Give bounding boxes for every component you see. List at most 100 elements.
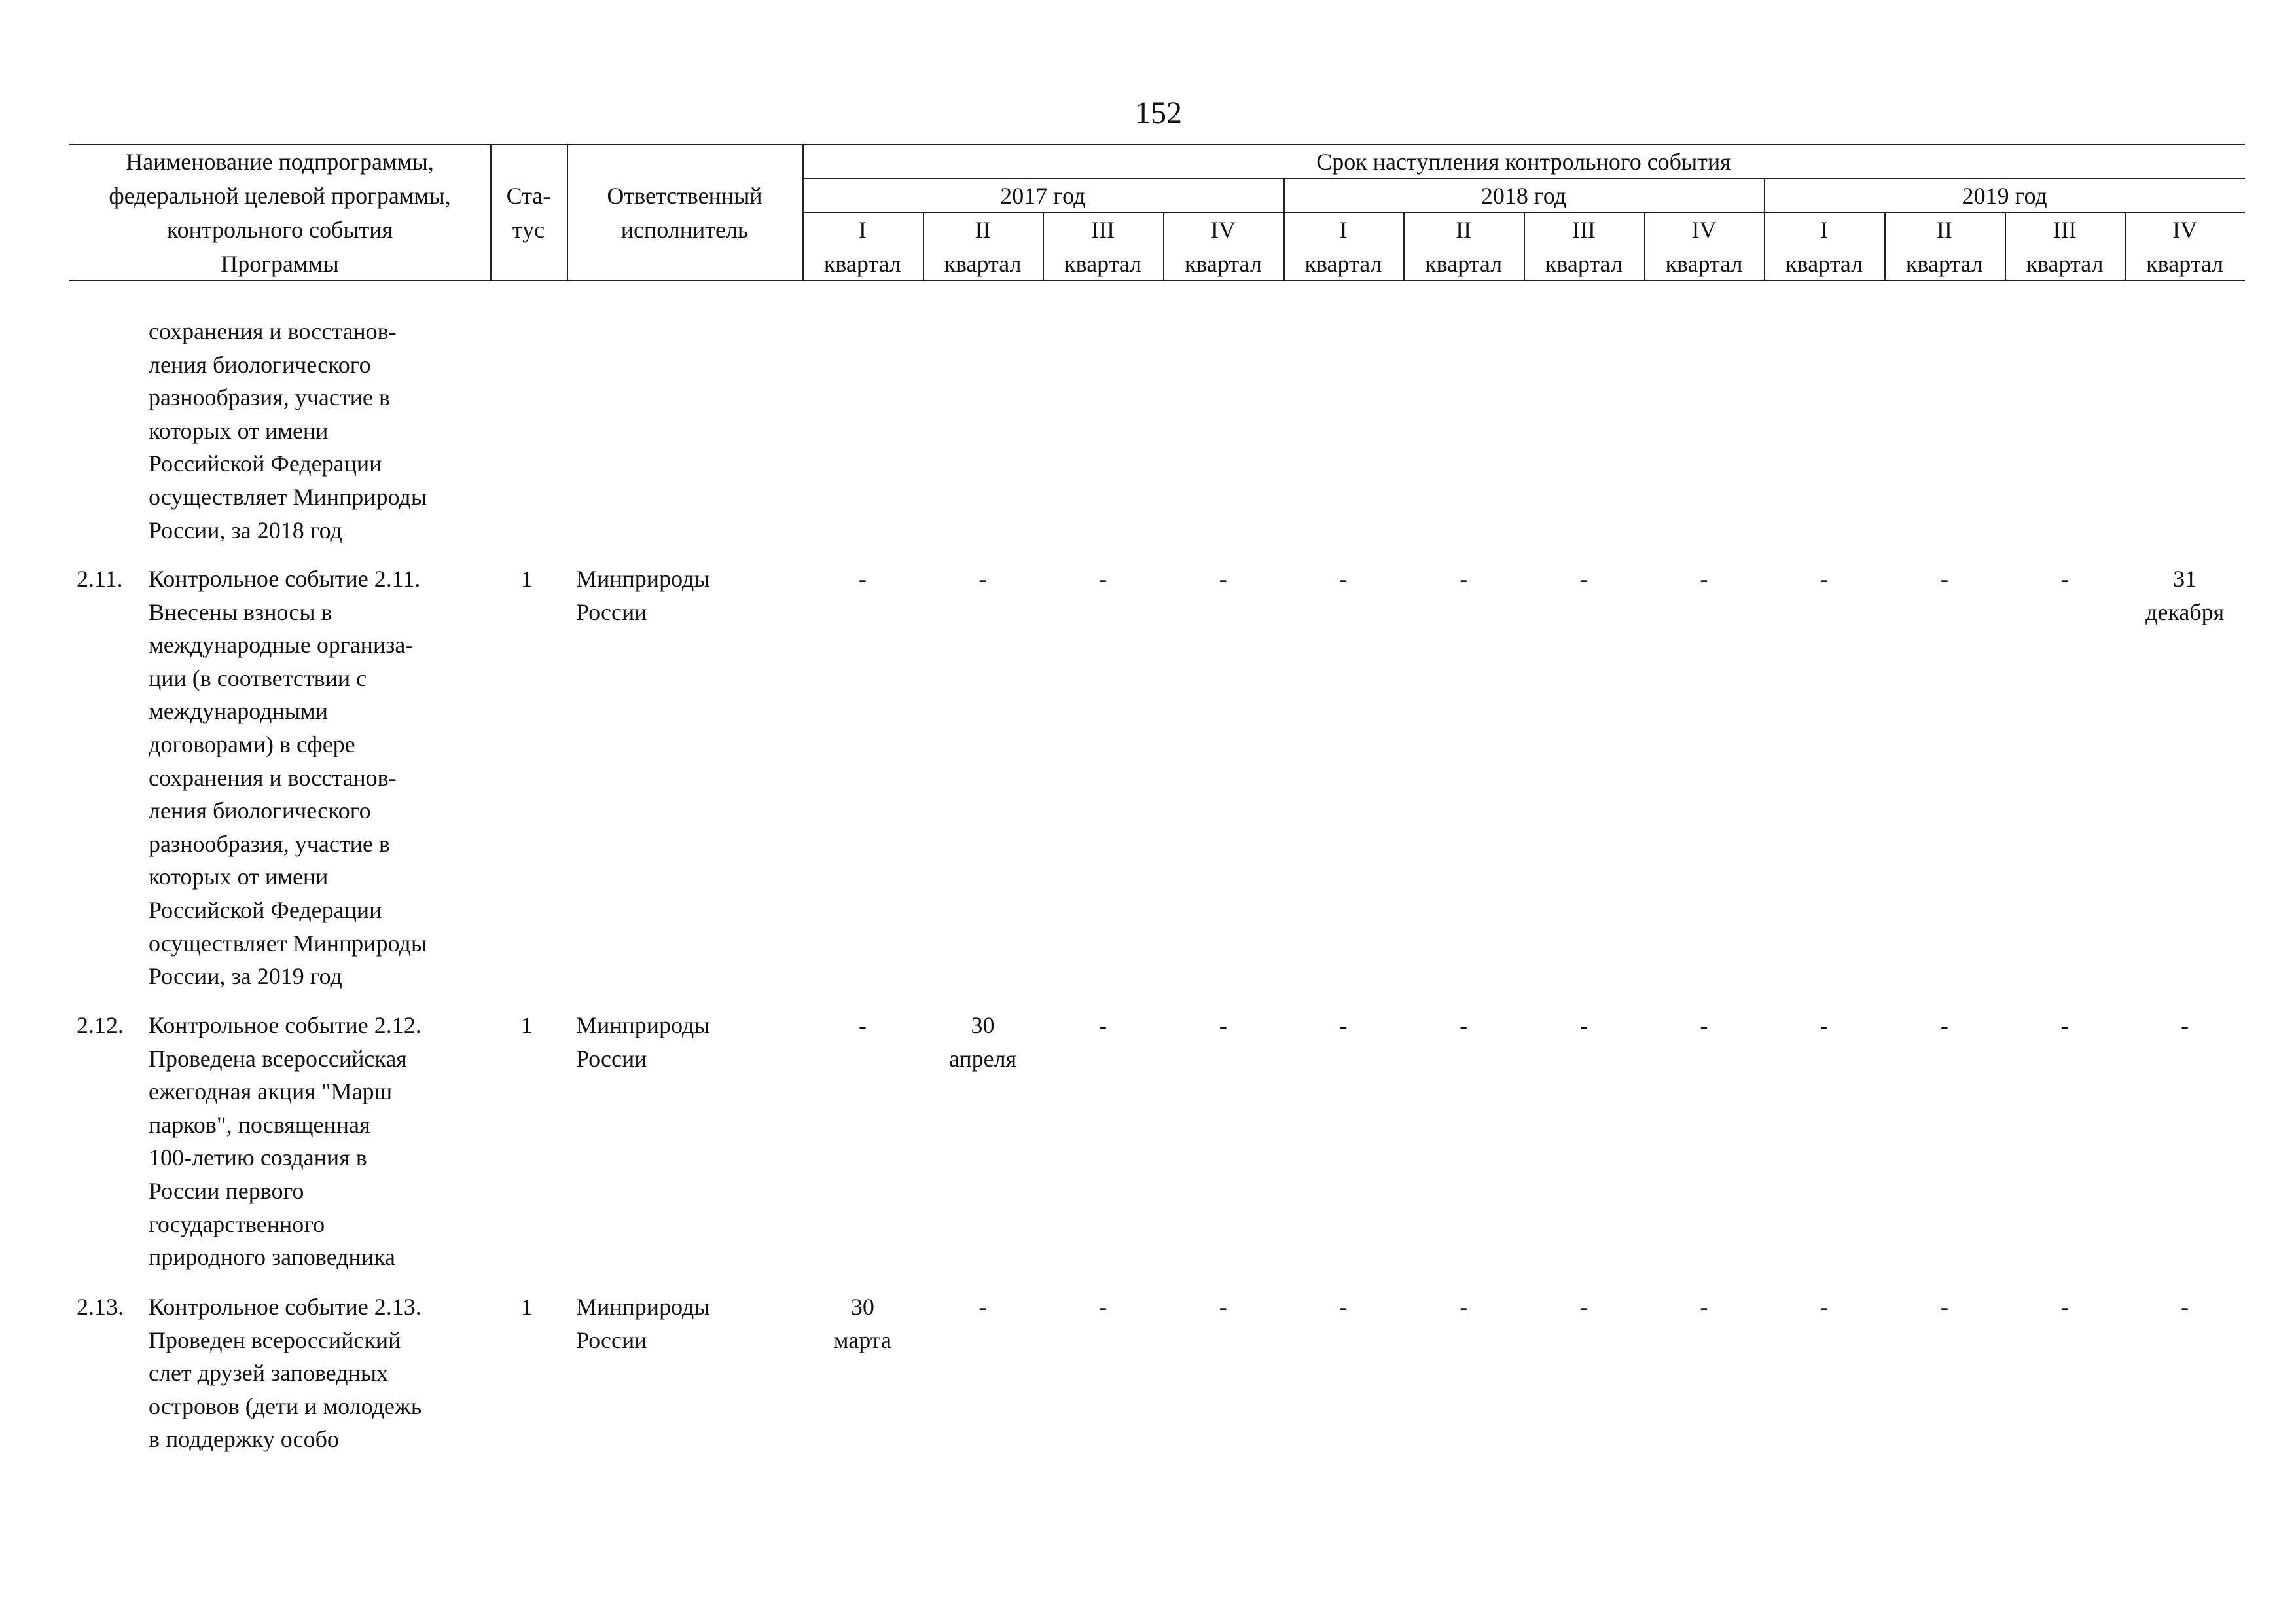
- row-name: которых от имени: [149, 417, 329, 444]
- header-name: контрольного события: [166, 217, 393, 243]
- rule: [1283, 178, 1285, 280]
- row-name: договорами) в сфере: [149, 731, 355, 757]
- header-quarter: II: [975, 217, 991, 243]
- row-quarter: -: [1099, 566, 1107, 592]
- row-name: Внесены взносы в: [149, 598, 332, 625]
- row-quarter: -: [1460, 1294, 1468, 1320]
- header-quarter: IV: [2172, 217, 2198, 243]
- header-quarter: III: [1091, 217, 1115, 243]
- row-executor: России: [576, 1045, 647, 1072]
- row-name: в поддержку особо: [149, 1426, 339, 1453]
- row-name: островов (дети и молодежь: [149, 1393, 422, 1419]
- row-number: 2.12.: [77, 1012, 124, 1038]
- row-quarter: -: [1700, 1294, 1708, 1320]
- row-quarter: -: [2181, 1294, 2189, 1320]
- row-quarter: -: [1219, 566, 1227, 592]
- row-status: 1: [521, 566, 533, 592]
- row-name: Российской Федерации: [149, 450, 382, 477]
- row-name: России, за 2018 год: [149, 517, 342, 543]
- row-quarter: -: [1219, 1012, 1227, 1038]
- header-status: Ста-: [506, 183, 551, 209]
- header-quarter: квартал: [2026, 251, 2104, 277]
- rule: [922, 212, 924, 280]
- rule: [69, 280, 2245, 281]
- row-name: Российской Федерации: [149, 897, 382, 923]
- header-year: 2019 год: [1962, 183, 2047, 209]
- rule: [802, 178, 2245, 179]
- row-quarter: -: [2060, 1012, 2069, 1038]
- header-quarter: квартал: [1785, 251, 1863, 277]
- rule: [1643, 212, 1645, 280]
- row-quarter: -: [2060, 566, 2069, 592]
- header-quarter: I: [1339, 217, 1348, 243]
- row-quarter: -: [1700, 566, 1708, 592]
- row-name: Контрольное событие 2.12.: [149, 1012, 422, 1038]
- row-quarter: 30: [850, 1294, 874, 1320]
- header-executor: исполнитель: [620, 217, 749, 243]
- row-quarter: -: [1820, 1012, 1829, 1038]
- row-name: осуществляет Минприроды: [149, 484, 427, 510]
- rule: [69, 144, 2245, 145]
- row-quarter: 31: [2173, 566, 2197, 592]
- rule: [1163, 212, 1164, 280]
- header-period: Срок наступления контрольного события: [1316, 149, 1731, 175]
- row-executor: Минприроды: [576, 1012, 710, 1038]
- row-name: слет друзей заповедных: [149, 1360, 389, 1387]
- row-quarter: -: [1940, 1294, 1948, 1320]
- row-quarter: -: [978, 1294, 987, 1320]
- row-status: 1: [521, 1012, 533, 1038]
- row-name: Контрольное событие 2.13.: [149, 1294, 422, 1320]
- row-quarter: -: [1099, 1294, 1107, 1320]
- row-quarter: -: [1579, 566, 1588, 592]
- header-quarter: II: [1936, 217, 1952, 243]
- row-quarter: апреля: [948, 1045, 1017, 1072]
- header-name: федеральной целевой программы,: [109, 183, 451, 209]
- row-name: осуществляет Минприроды: [149, 930, 427, 957]
- row-name: 100-летию создания в: [149, 1144, 367, 1171]
- row-quarter: -: [1099, 1012, 1107, 1038]
- row-quarter: -: [1820, 566, 1829, 592]
- row-quarter: -: [1339, 1012, 1348, 1038]
- rule: [2004, 212, 2006, 280]
- row-quarter: -: [2181, 1012, 2189, 1038]
- row-name: ления биологического: [149, 797, 371, 824]
- header-quarter: III: [2053, 217, 2077, 243]
- page-number: 152: [1135, 96, 1182, 130]
- row-executor: России: [576, 1326, 647, 1353]
- row-name: государственного: [149, 1211, 325, 1237]
- row-quarter: -: [858, 1012, 867, 1038]
- row-executor: Минприроды: [576, 1294, 710, 1320]
- row-name: которых от имени: [149, 864, 329, 890]
- row-name: России, за 2019 год: [149, 963, 342, 990]
- row-quarter: -: [1579, 1012, 1588, 1038]
- header-quarter: квартал: [2146, 251, 2224, 277]
- row-status: 1: [521, 1294, 533, 1320]
- header-quarter: квартал: [944, 251, 1022, 277]
- row-name: Контрольное событие 2.11.: [149, 566, 421, 592]
- header-quarter: квартал: [1184, 251, 1262, 277]
- row-quarter: марта: [833, 1326, 891, 1353]
- row-quarter: -: [858, 566, 867, 592]
- header-name: Наименование подпрограммы,: [126, 149, 434, 175]
- header-quarter: квартал: [1304, 251, 1382, 277]
- header-status: тус: [512, 217, 545, 243]
- header-name: Программы: [221, 251, 339, 277]
- row-name: Проведена всероссийская: [149, 1045, 407, 1072]
- header-executor: Ответственный: [607, 183, 762, 209]
- row-name: ления биологического: [149, 351, 371, 378]
- rule: [490, 144, 492, 280]
- row-quarter: -: [978, 566, 987, 592]
- rule: [1043, 212, 1045, 280]
- row-name: сохранения и восстанов-: [149, 318, 397, 344]
- row-quarter: -: [1339, 566, 1348, 592]
- row-name: парков", посвященная: [149, 1111, 370, 1138]
- row-name: сохранения и восстанов-: [149, 764, 397, 791]
- row-quarter: -: [1940, 1012, 1948, 1038]
- header-quarter: квартал: [1064, 251, 1142, 277]
- rule: [1403, 212, 1405, 280]
- row-name: международные организа-: [149, 632, 414, 659]
- rule: [1764, 178, 1766, 280]
- row-name: России первого: [149, 1178, 304, 1204]
- row-name: природного заповедника: [149, 1244, 395, 1271]
